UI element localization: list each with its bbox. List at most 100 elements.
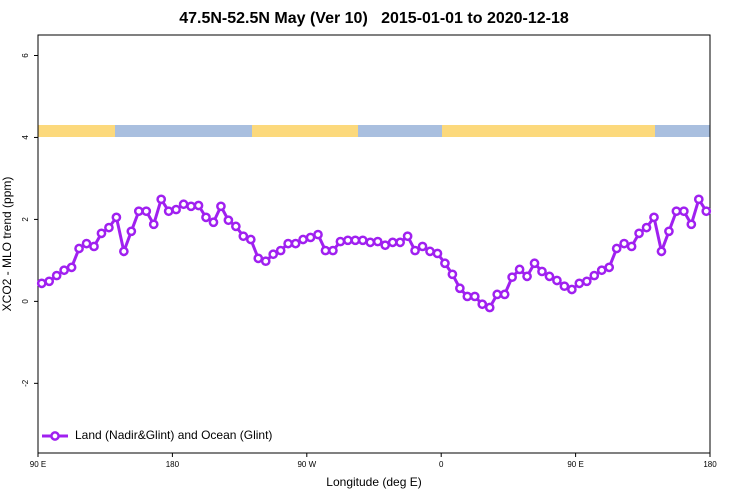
data-point [245,234,256,245]
data-point [231,221,241,232]
data-point [328,245,338,256]
data-point [432,248,443,259]
data-point [59,265,69,276]
legend-marker [50,431,60,441]
strip-segment [358,125,442,137]
x-tick-label: 90 E [567,460,583,469]
data-point [81,238,92,249]
y-tick-label: 4 [21,135,30,140]
data-point [148,219,159,230]
data-point [656,246,667,257]
land-ocean-strip [38,125,710,137]
data-point [66,262,77,273]
plot-frame [37,34,711,454]
data-point [529,258,540,269]
data-point [462,291,473,302]
data-point [537,266,547,277]
data-point [574,278,585,289]
y-tick-label: 6 [21,53,30,58]
data-point [44,276,55,287]
data-point [649,212,659,223]
data-point [484,302,495,313]
data-point [611,243,622,254]
data-point [119,246,129,257]
data-point [357,235,368,246]
data-point [51,270,62,281]
data-point [619,238,629,249]
data-point [544,271,555,282]
data-point [238,231,249,242]
data-point [679,206,689,217]
data-point [380,240,391,251]
data-point [74,243,84,254]
data-point [201,212,211,223]
y-tick-label: 0 [21,299,30,304]
data-point [275,245,286,256]
data-point [216,201,226,212]
data-point [335,236,346,247]
data-point [163,206,174,217]
data-point [634,228,644,239]
data-point [186,201,196,212]
data-point [141,206,152,217]
data-point [567,284,577,295]
data-point [522,271,532,282]
y-tick-label: 2 [21,217,30,222]
data-point [664,226,674,237]
data-point [507,272,517,283]
data-point [395,237,405,248]
data-point [417,241,428,252]
y-axis-label: XCO2 - MLO trend (ppm) [0,177,14,312]
data-point [298,234,308,245]
data-point [268,249,279,260]
strip-segment [115,125,252,137]
data-point [455,283,465,294]
data-point [671,206,682,217]
x-tick-label: 90 E [30,460,46,469]
data-point [499,289,510,300]
strip-segment [655,125,710,137]
strip-segment [442,125,655,137]
data-point [559,281,570,292]
data-point [343,235,353,246]
data-point [313,229,323,240]
data-point [387,237,398,248]
data-point [305,232,316,243]
data-point [133,206,144,217]
data-point [596,265,607,276]
data-point [365,237,376,248]
data-point [440,258,450,269]
x-tick-label: 180 [703,460,717,469]
data-point [253,253,264,264]
data-point [171,204,181,215]
data-point [701,206,712,217]
data-point [320,245,331,256]
data-point [372,236,383,247]
data-point [283,238,293,249]
data-point [96,228,107,239]
data-point [193,200,204,211]
data-point [626,241,637,252]
data-point [126,226,137,237]
data-point [350,235,361,246]
data-point [156,194,167,205]
data-point [290,238,301,249]
data-point [447,269,458,280]
data-point [223,215,234,226]
legend-label: Land (Nadir&Glint) and Ocean (Glint) [75,428,272,442]
data-point [514,264,525,275]
data-point [111,212,122,223]
data-point [89,241,99,252]
chart-title: 47.5N-52.5N May (Ver 10) 2015-01-01 to 2… [179,10,569,27]
strip-segment [252,125,358,137]
data-point [410,245,420,256]
data-point [178,199,189,210]
data-point [604,262,615,273]
data-point [581,276,592,287]
data-point [208,217,219,228]
data-point [469,291,480,302]
data-point [552,275,562,286]
data-point [641,222,652,233]
data-point [402,231,413,242]
